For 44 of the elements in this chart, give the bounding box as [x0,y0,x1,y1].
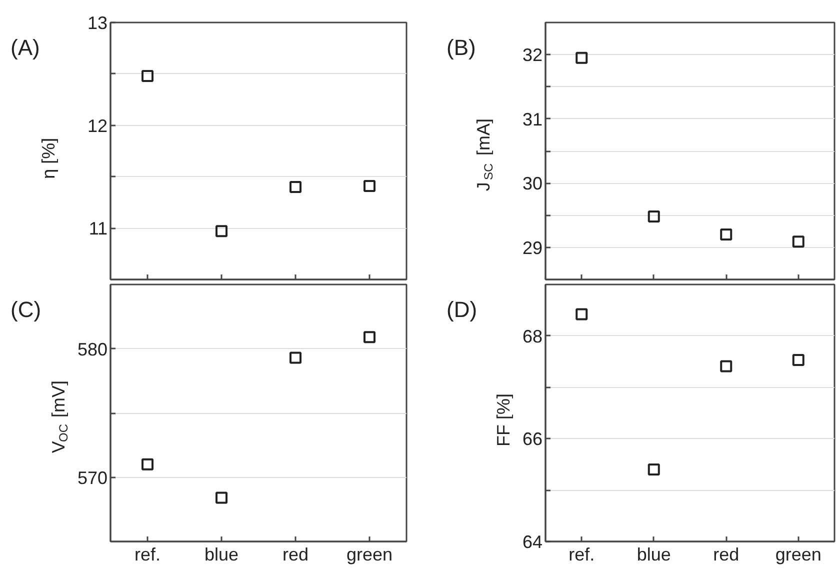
point [290,180,302,193]
point [364,180,376,192]
point [576,52,588,64]
x-tick-label: blue [204,544,239,564]
y-tick-label: 580 [77,339,108,360]
x-tick-label: ref. [134,544,161,564]
y-tick-label: 12 [87,116,108,136]
x-tick-label: red [282,544,309,564]
x-tick-label: blue [636,544,671,564]
x-tick-label: green [775,544,822,564]
y-axis-title: FF [%] [494,393,514,446]
point [216,492,228,504]
y-tick-label: 30 [522,174,543,194]
point [792,236,804,248]
y-axis-title: JSC [mA] [474,118,496,192]
point [720,360,732,372]
text: (A) [10,35,40,60]
y-tick-label: 11 [88,218,108,239]
x-tick-label: ref. [568,544,595,564]
point [648,464,660,476]
point [720,228,732,241]
y-tick-label: 68 [522,326,543,346]
text: (B) [446,35,476,60]
point [290,352,302,364]
y-tick-label: 31 [522,109,543,130]
point [792,354,804,366]
point [142,70,154,82]
y-axis-title: η [%] [38,138,58,179]
y-axis-title: VOC [mV] [48,380,70,454]
point [216,225,228,238]
text: (D) [446,297,478,322]
point [648,210,660,223]
y-tick-label: 29 [522,238,543,258]
y-tick-label: 66 [522,429,543,450]
y-tick-label: 32 [522,45,543,66]
y-tick-label: 570 [77,468,108,488]
x-tick-label: green [346,544,393,564]
text: (C) [10,297,42,322]
point [576,308,588,320]
y-tick-label: 64 [522,532,543,552]
y-tick-label: 13 [87,13,108,33]
point [364,331,376,344]
x-tick-label: red [713,544,740,564]
point [142,458,154,470]
